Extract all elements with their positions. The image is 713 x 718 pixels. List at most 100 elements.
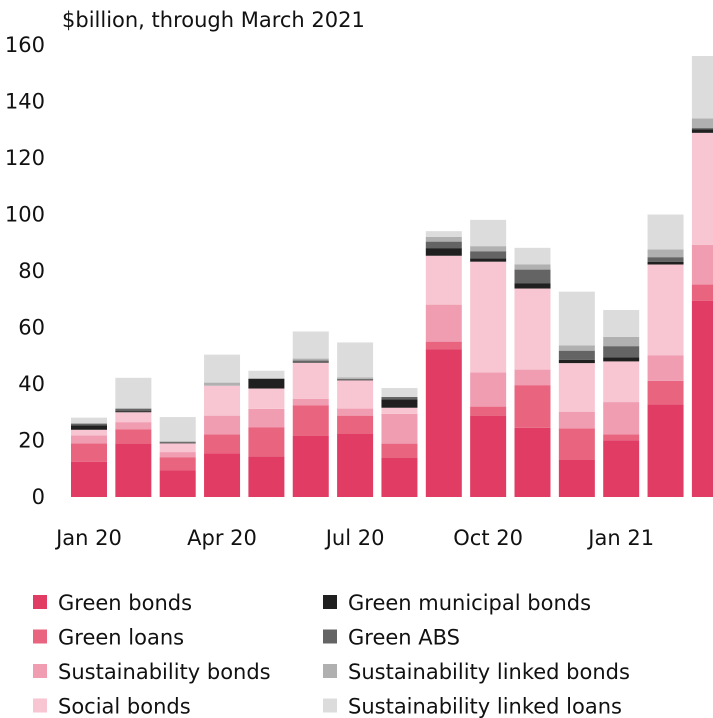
bar-stack (647, 214, 684, 497)
legend-label: Green bonds (58, 591, 192, 615)
bar-segment (514, 369, 551, 386)
bar-segment (248, 378, 285, 389)
bar-segment (292, 362, 329, 399)
bar-segment (71, 461, 107, 497)
bar-stack (337, 342, 374, 497)
bar-segment (603, 361, 640, 403)
bar-segment (381, 397, 418, 400)
x-tick-label: Oct 20 (453, 526, 523, 550)
bar-segment (470, 261, 507, 373)
bar-segment (647, 380, 684, 405)
bar-segment (558, 345, 595, 351)
bar-segment (558, 459, 595, 497)
bar-stack (292, 331, 329, 497)
bar-segment (71, 425, 107, 430)
bar-segment (115, 377, 152, 409)
legend-label: Green loans (58, 626, 184, 650)
bar-segment (204, 415, 241, 435)
legend-item: Sustainability linked bonds (323, 660, 630, 684)
x-tick-label: Jan 21 (586, 526, 654, 550)
bar-stack (71, 417, 107, 497)
bars (71, 56, 713, 497)
bar-segment (292, 435, 329, 497)
y-tick-label: 40 (18, 372, 45, 396)
bar-stack (558, 291, 595, 497)
bar-segment (425, 304, 462, 342)
bar-segment (71, 423, 107, 426)
bar-segment (425, 241, 462, 249)
y-tick-label: 160 (5, 33, 45, 57)
bar-segment (691, 128, 713, 130)
bar-segment (514, 385, 551, 428)
legend-label: Green ABS (348, 626, 460, 650)
bar-segment (514, 283, 551, 289)
bar-segment (603, 357, 640, 362)
bar-segment (425, 236, 462, 242)
bar-segment (204, 434, 241, 454)
y-tick-label: 120 (5, 146, 45, 170)
bar-segment (470, 415, 507, 497)
bar-segment (248, 456, 285, 497)
bar-segment (647, 257, 684, 262)
bar-segment (292, 358, 329, 361)
bar-segment (425, 341, 462, 350)
legend-swatch (33, 664, 47, 678)
y-tick-label: 0 (32, 485, 45, 509)
y-tick-label: 20 (18, 429, 45, 453)
chart-subtitle: $billion, through March 2021 (62, 8, 365, 32)
bar-segment (337, 408, 374, 416)
legend-label: Social bonds (58, 695, 191, 718)
bar-segment (470, 246, 507, 252)
bar-segment (514, 264, 551, 270)
bar-segment (558, 428, 595, 460)
bar-segment (248, 427, 285, 457)
bar-segment (603, 336, 640, 347)
bar-segment (691, 129, 713, 133)
legend-item: Green ABS (323, 626, 460, 650)
y-axis: 0 20 40 60 80 100 120 140 160 (5, 33, 45, 509)
bar-segment (514, 269, 551, 284)
bar-segment (115, 422, 152, 430)
bar-segment (691, 284, 713, 301)
bar-segment (159, 442, 196, 444)
bar-segment (603, 434, 640, 441)
bar-segment (292, 398, 329, 406)
x-tick-label: Jul 20 (324, 526, 385, 550)
bar-segment (337, 415, 374, 434)
legend-swatch (323, 595, 337, 609)
bar-segment (647, 355, 684, 381)
bar-segment (691, 132, 713, 245)
bar-segment (425, 255, 462, 305)
x-axis: Jan 20 Apr 20 Jul 20 Oct 20 Jan 21 (54, 526, 654, 550)
bar-segment (470, 251, 507, 259)
bar-segment (71, 435, 107, 444)
bar-segment (115, 411, 152, 413)
bar-stack (248, 370, 285, 497)
bar-segment (292, 360, 329, 363)
bar-segment (647, 214, 684, 250)
y-tick-label: 80 (18, 259, 45, 283)
bar-stack (159, 417, 196, 497)
bar-segment (691, 118, 713, 129)
bar-segment (647, 249, 684, 258)
bar-segment (647, 261, 684, 265)
bar-segment (603, 402, 640, 435)
bar-segment (71, 429, 107, 436)
bar-segment (248, 388, 285, 409)
legend-swatch (323, 664, 337, 678)
legend-label: Sustainability bonds (58, 660, 271, 684)
bar-segment (558, 359, 595, 364)
bar-segment (381, 387, 418, 397)
legend: Green bonds Green loans Sustainability bon… (33, 591, 630, 718)
bar-stack (381, 387, 418, 497)
y-tick-label: 140 (5, 90, 45, 114)
bar-stack (115, 377, 152, 497)
bar-segment (691, 56, 713, 119)
bar-segment (647, 264, 684, 356)
bar-segment (603, 346, 640, 358)
legend-swatch (323, 629, 337, 644)
legend-item: Social bonds (33, 695, 191, 718)
bar-segment (115, 443, 152, 497)
bar-segment (470, 372, 507, 407)
bar-segment (691, 244, 713, 285)
